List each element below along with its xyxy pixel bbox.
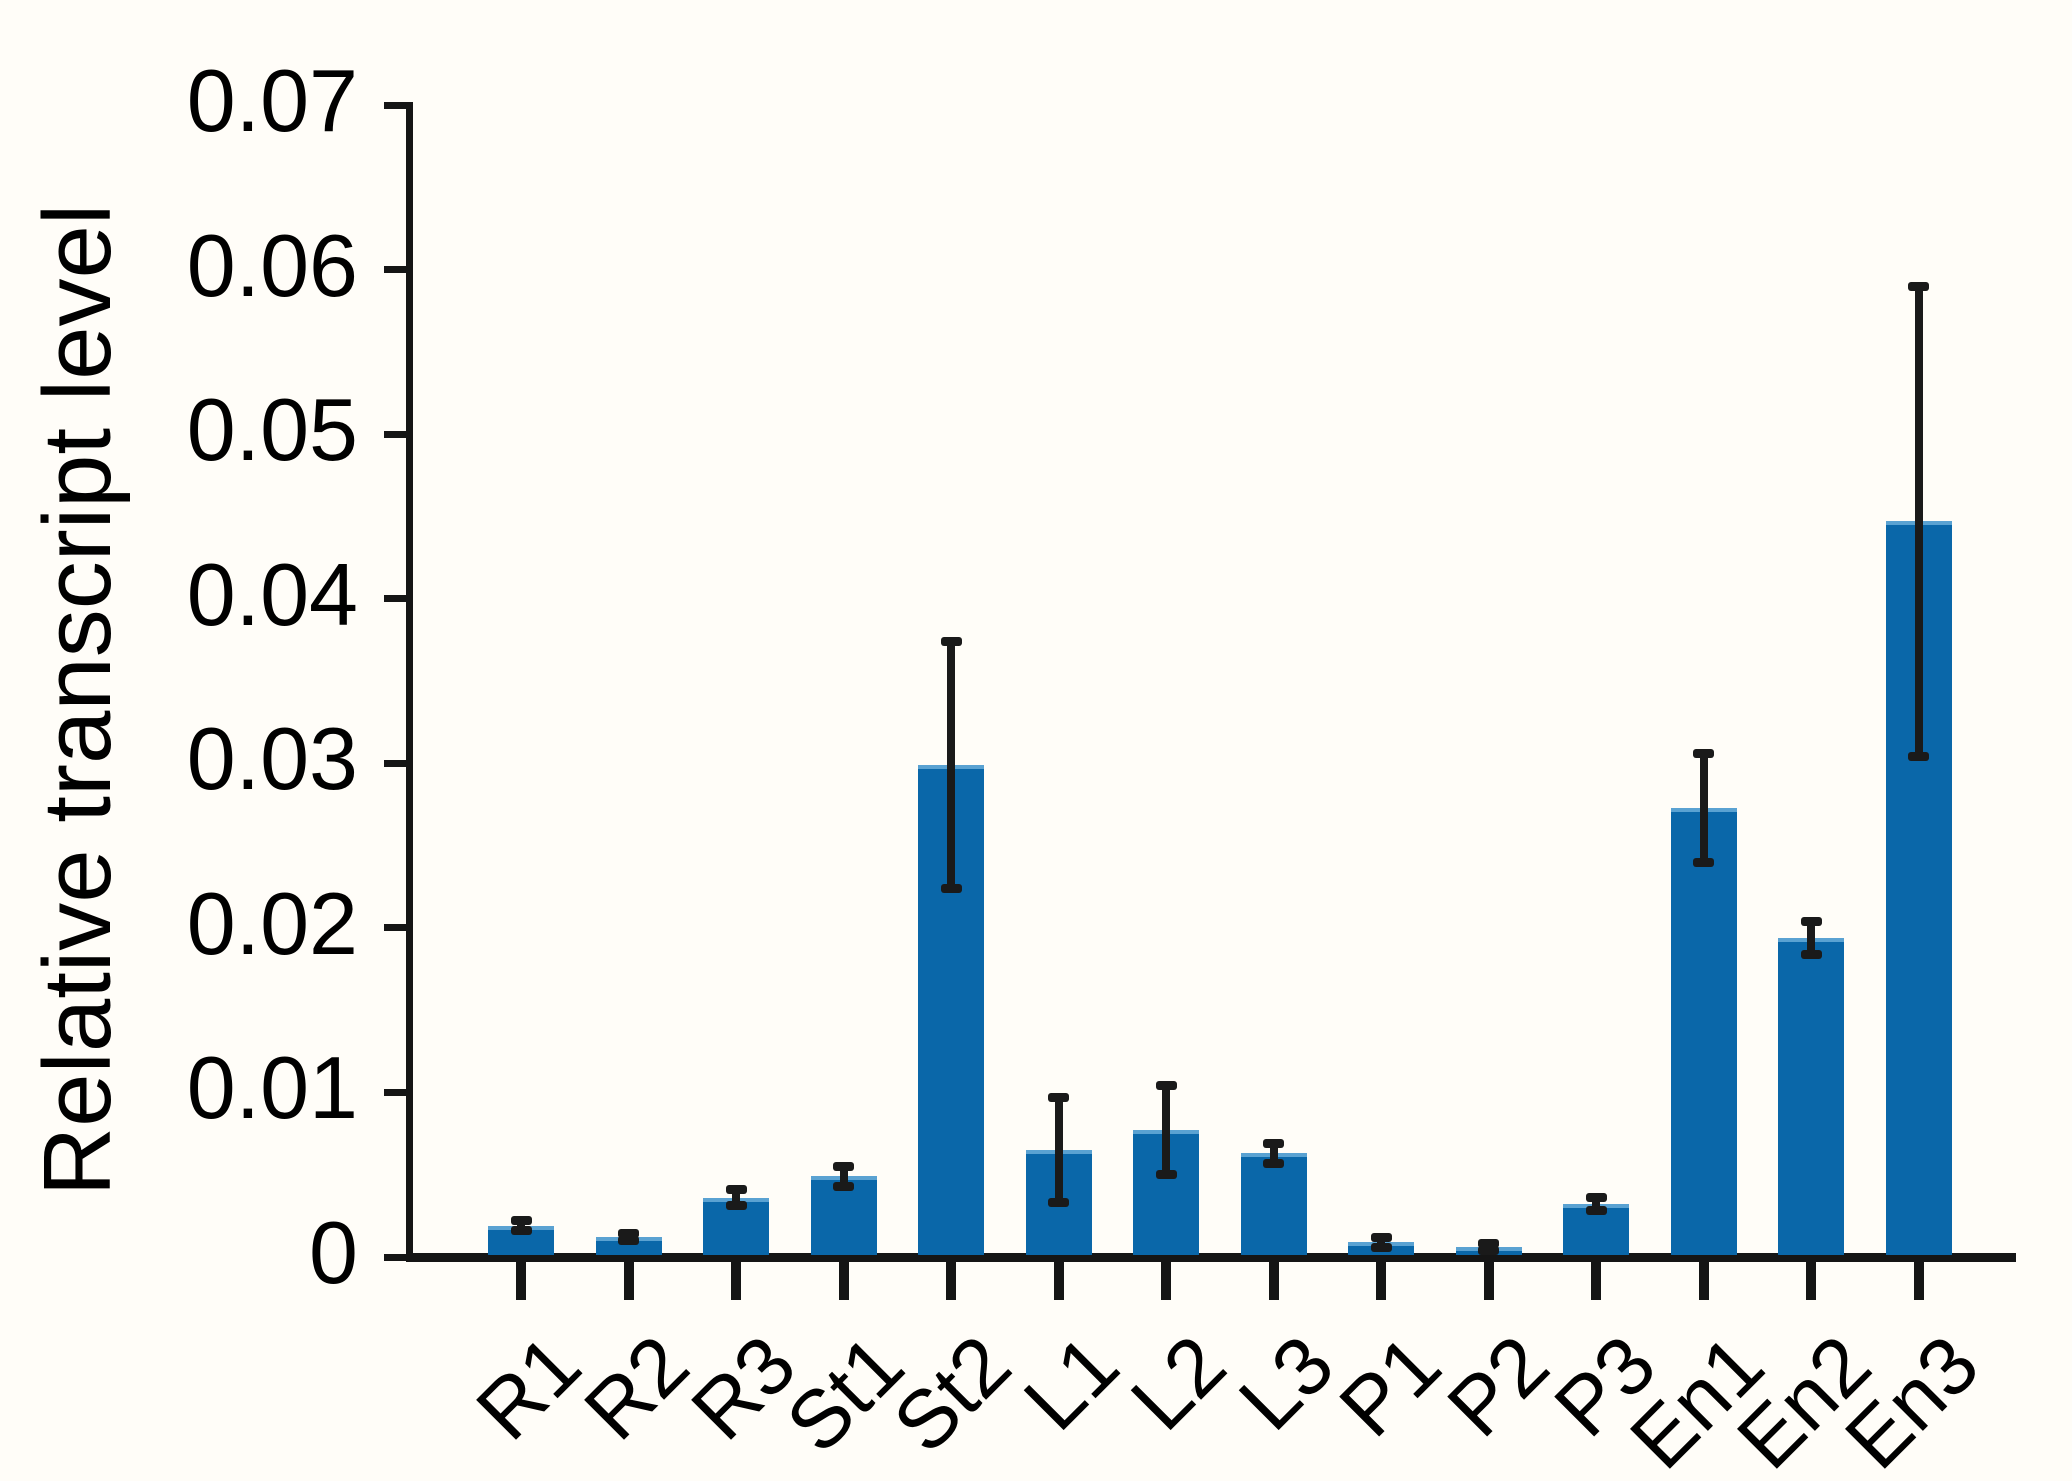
y-tick-label: 0.04 (186, 544, 358, 644)
error-bar-cap-bottom-R3 (725, 1201, 747, 1211)
error-bar-cap-top-R1 (510, 1216, 532, 1226)
error-bar-cap-bottom-En3 (1908, 752, 1929, 762)
error-bar-cap-bottom-P1 (1370, 1242, 1392, 1252)
error-bar-cap-top-En1 (1693, 748, 1714, 758)
error-bar-stem-En3 (1914, 286, 1923, 757)
y-tick-label: 0.01 (186, 1038, 358, 1138)
error-bar-stem-R1 (517, 1220, 525, 1231)
y-tick-mark (384, 924, 406, 932)
x-tick-mark (1806, 1262, 1816, 1300)
x-tick-mark (1268, 1262, 1279, 1300)
y-tick-label: 0.05 (186, 380, 358, 480)
error-bar-cap-top-L1 (1048, 1092, 1069, 1102)
x-tick-mark (1698, 1262, 1709, 1300)
error-bar-cap-top-P1 (1370, 1232, 1392, 1242)
error-bar-cap-bottom-P2 (1478, 1245, 1499, 1255)
error-bar-stem-R3 (732, 1189, 740, 1206)
error-bar-cap-top-L2 (1155, 1081, 1177, 1091)
error-bar-cap-top-R2 (618, 1229, 639, 1239)
error-bar-stem-P1 (1377, 1237, 1385, 1248)
y-tick-label: 0.07 (186, 50, 358, 150)
error-bar-cap-top-P3 (1585, 1193, 1607, 1203)
x-tick-mark (1376, 1262, 1386, 1300)
y-tick-label: 0.06 (186, 215, 358, 315)
error-bar-cap-bottom-L2 (1155, 1170, 1177, 1180)
y-tick-mark (384, 1253, 406, 1261)
error-bar-stem-St1 (839, 1166, 848, 1187)
error-bar-cap-top-St1 (833, 1161, 854, 1171)
y-tick-mark (384, 101, 406, 109)
error-bar-cap-bottom-St2 (940, 883, 962, 893)
y-tick-label: 0.03 (186, 709, 358, 809)
x-axis-line (406, 1253, 2016, 1262)
error-bar-cap-top-P2 (1478, 1239, 1499, 1249)
bar-L3 (1240, 1153, 1307, 1255)
x-tick-mark (731, 1262, 741, 1300)
error-bar-cap-bottom-P3 (1585, 1206, 1607, 1216)
error-bar-cap-top-St2 (940, 637, 962, 646)
x-tick-mark (623, 1262, 634, 1300)
error-bar-cap-top-En2 (1800, 916, 1822, 926)
y-tick-mark (384, 595, 406, 603)
error-bar-stem-St2 (947, 641, 955, 889)
x-tick-label-En3: En3 (1828, 1318, 1996, 1481)
error-bar-stem-En2 (1807, 921, 1815, 955)
error-bar-cap-bottom-L3 (1263, 1158, 1284, 1168)
y-tick-mark (384, 430, 406, 438)
y-tick-mark (384, 759, 406, 767)
error-bar-cap-bottom-L1 (1048, 1198, 1069, 1208)
x-tick-mark (1591, 1262, 1601, 1300)
x-tick-mark (516, 1262, 526, 1300)
error-bar-cap-bottom-En1 (1693, 857, 1714, 867)
error-bar-cap-bottom-R1 (510, 1226, 532, 1236)
y-tick-mark (384, 1088, 406, 1096)
y-axis-line (406, 102, 413, 1262)
x-tick-mark (1483, 1262, 1494, 1300)
error-bar-cap-bottom-St1 (833, 1181, 854, 1191)
error-bar-cap-top-R3 (725, 1185, 747, 1195)
bar-En2 (1778, 937, 1844, 1255)
error-bar-stem-P3 (1592, 1197, 1600, 1211)
error-bar-stem-En1 (1699, 753, 1708, 863)
error-bar-cap-top-L3 (1263, 1138, 1284, 1148)
error-bar-stem-L2 (1162, 1085, 1170, 1175)
x-tick-mark (1913, 1262, 1924, 1300)
error-bar-cap-top-En3 (1908, 281, 1929, 291)
error-bar-cap-bottom-R2 (618, 1236, 639, 1246)
x-tick-label-St2: St2 (876, 1318, 1029, 1471)
y-tick-label: 0 (309, 1202, 358, 1302)
x-tick-mark (1053, 1262, 1064, 1300)
error-bar-cap-bottom-En2 (1800, 949, 1822, 959)
error-bar-stem-L1 (1054, 1097, 1063, 1203)
x-tick-mark (1161, 1262, 1171, 1300)
y-tick-label: 0.02 (186, 873, 358, 973)
x-tick-mark (838, 1262, 849, 1300)
bar-En1 (1670, 807, 1737, 1255)
x-tick-mark (946, 1262, 956, 1300)
error-bar-stem-L3 (1269, 1143, 1278, 1164)
y-tick-mark (384, 266, 406, 274)
